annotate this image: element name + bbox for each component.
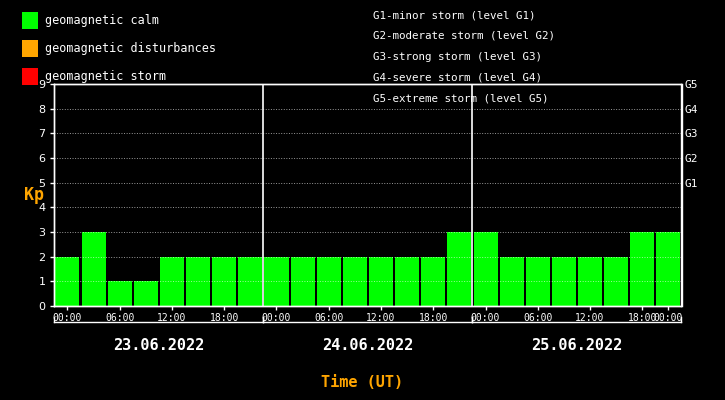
Text: geomagnetic disturbances: geomagnetic disturbances <box>45 42 216 55</box>
Bar <box>421 257 445 306</box>
Bar <box>447 232 471 306</box>
Bar <box>604 257 628 306</box>
Text: 25.06.2022: 25.06.2022 <box>531 338 623 353</box>
Bar <box>108 281 132 306</box>
Bar <box>578 257 602 306</box>
Bar <box>552 257 576 306</box>
Text: 23.06.2022: 23.06.2022 <box>113 338 204 353</box>
Bar <box>265 257 289 306</box>
Bar <box>343 257 367 306</box>
Bar <box>317 257 341 306</box>
Bar <box>55 257 80 306</box>
Text: G1-minor storm (level G1): G1-minor storm (level G1) <box>373 10 536 20</box>
Text: G3-strong storm (level G3): G3-strong storm (level G3) <box>373 52 542 62</box>
Bar <box>473 232 497 306</box>
Bar <box>291 257 315 306</box>
Text: G4-severe storm (level G4): G4-severe storm (level G4) <box>373 72 542 82</box>
Text: 24.06.2022: 24.06.2022 <box>323 338 413 353</box>
Text: G2-moderate storm (level G2): G2-moderate storm (level G2) <box>373 31 555 41</box>
Bar <box>134 281 158 306</box>
Text: Time (UT): Time (UT) <box>321 375 404 390</box>
Text: G5-extreme storm (level G5): G5-extreme storm (level G5) <box>373 93 549 103</box>
Bar <box>160 257 184 306</box>
Text: geomagnetic storm: geomagnetic storm <box>45 70 166 83</box>
Bar <box>656 232 681 306</box>
Bar <box>239 257 262 306</box>
Y-axis label: Kp: Kp <box>24 186 44 204</box>
Bar <box>81 232 106 306</box>
Bar <box>369 257 393 306</box>
Bar <box>630 232 655 306</box>
Bar <box>500 257 523 306</box>
Bar <box>186 257 210 306</box>
Bar <box>395 257 419 306</box>
Text: geomagnetic calm: geomagnetic calm <box>45 14 159 27</box>
Bar <box>212 257 236 306</box>
Bar <box>526 257 550 306</box>
